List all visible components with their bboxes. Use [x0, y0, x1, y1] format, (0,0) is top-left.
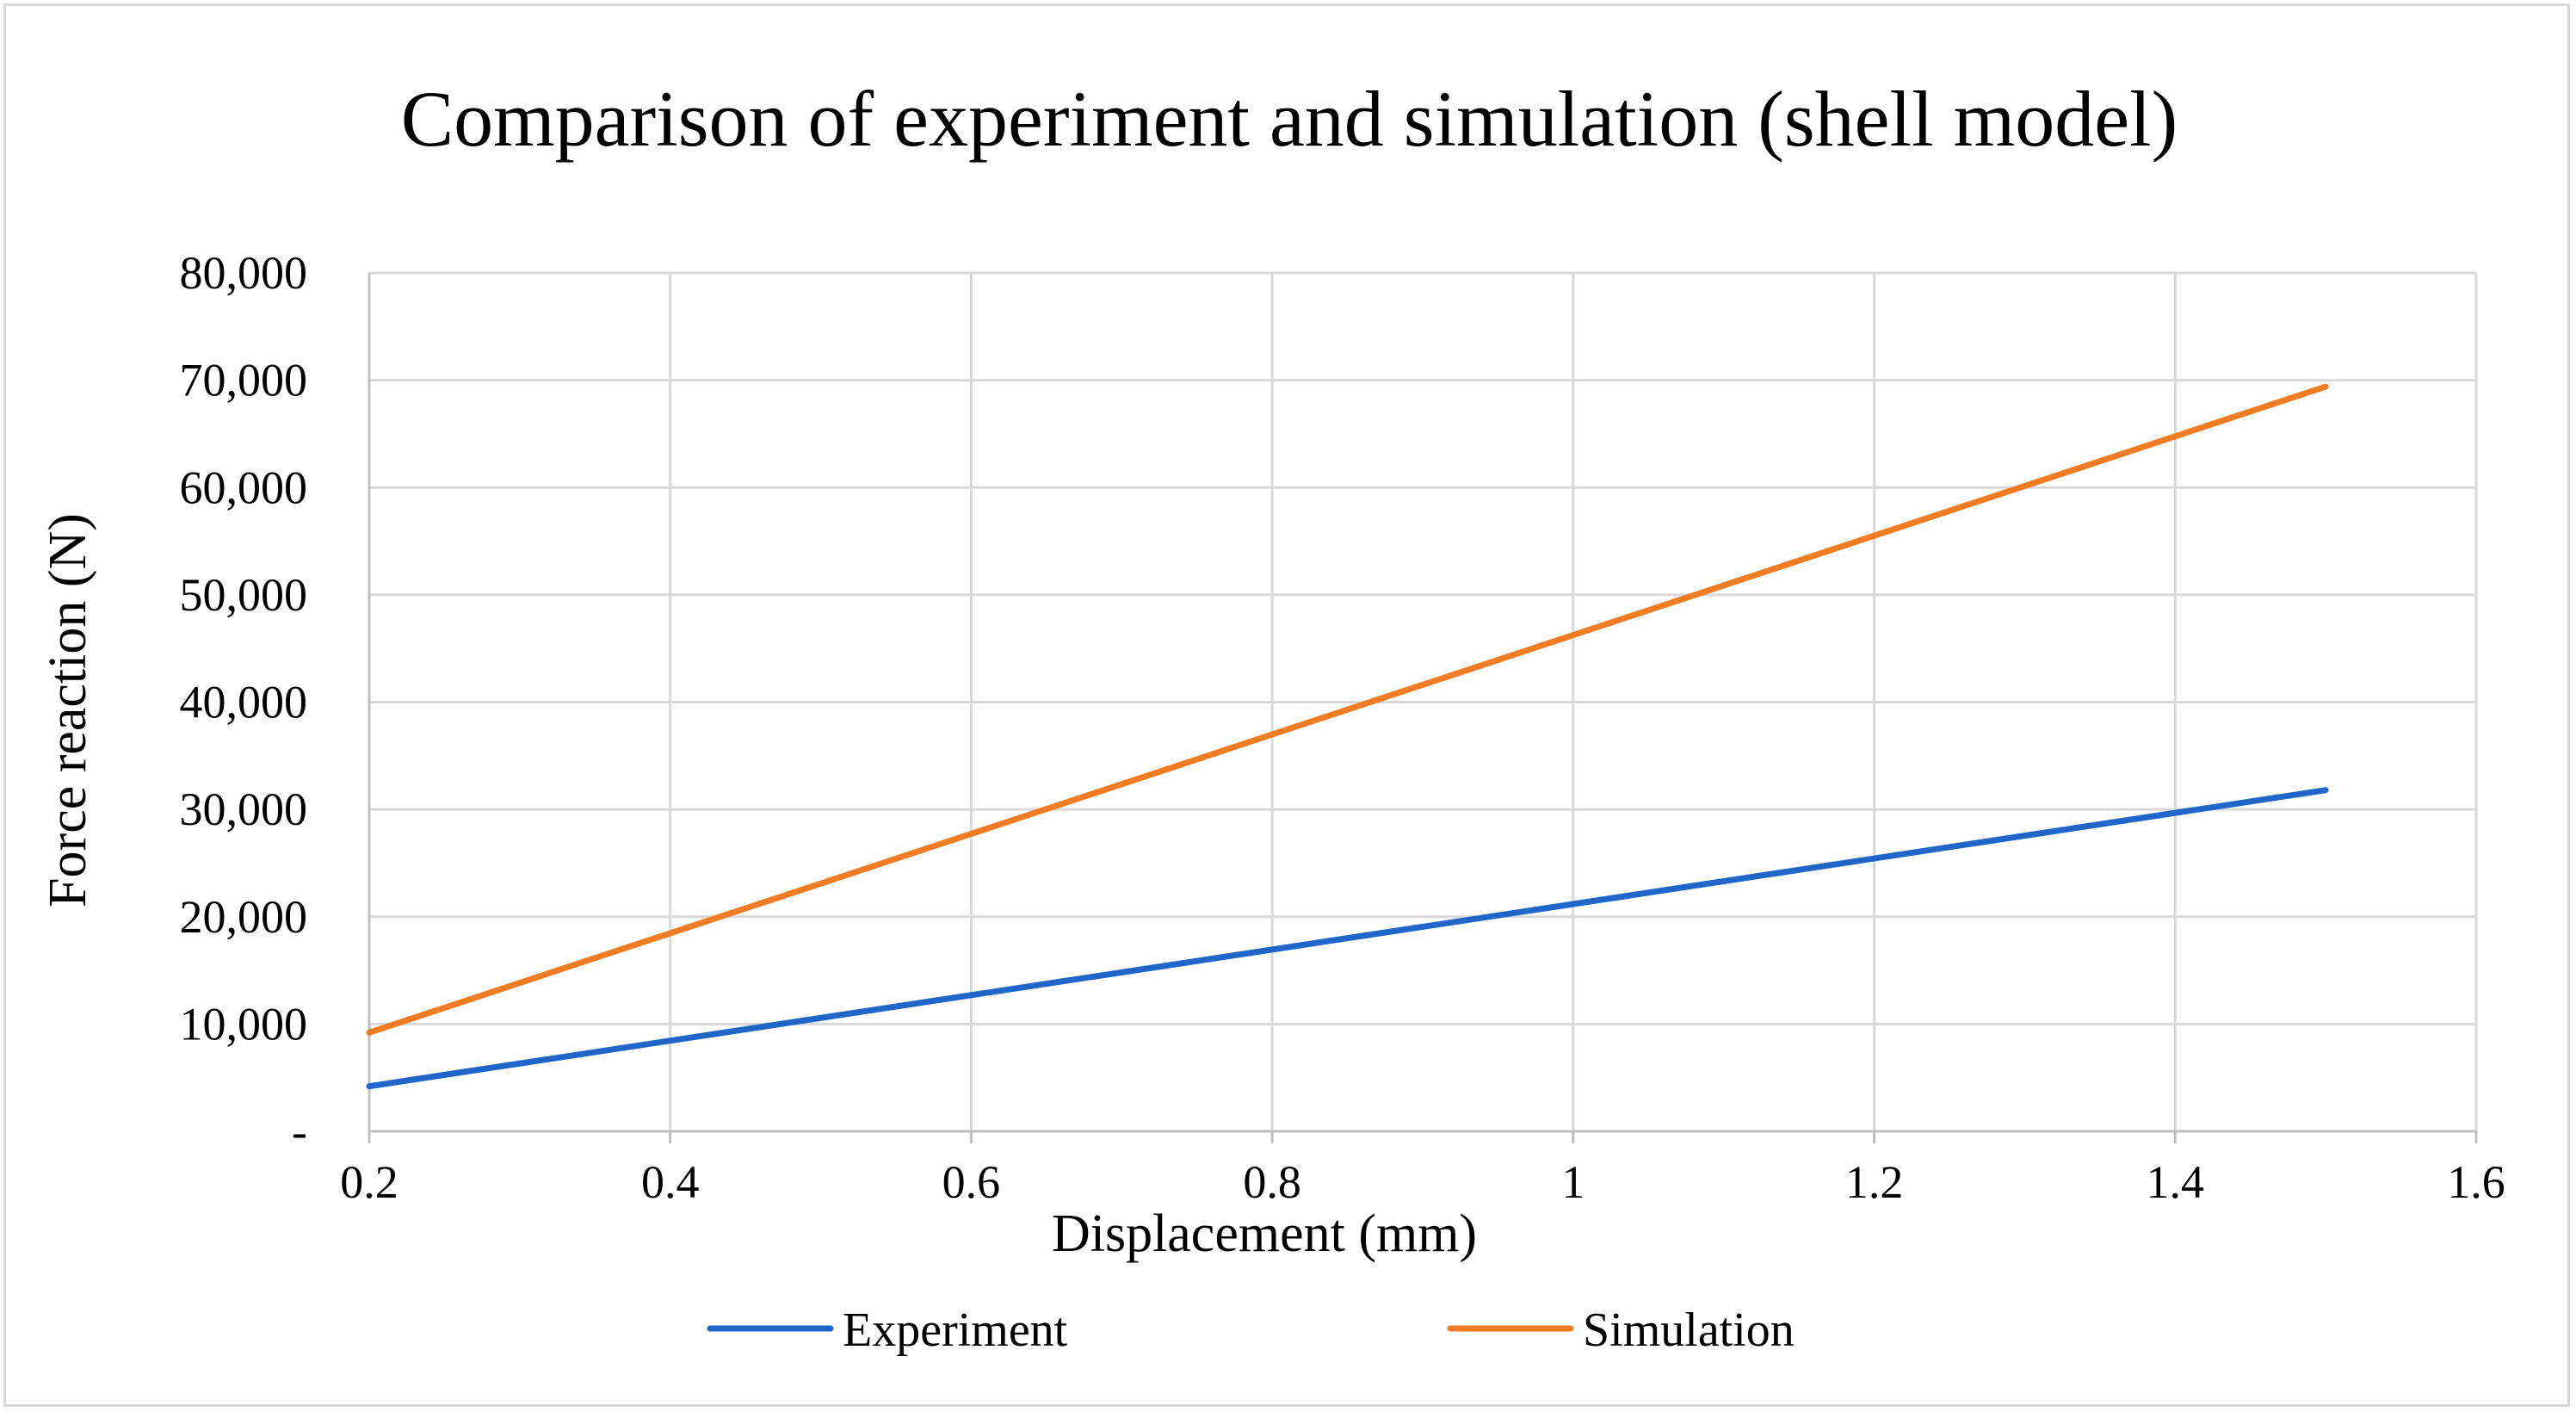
- y-tick-label: 10,000: [180, 998, 308, 1050]
- x-tick-label: 1.6: [2447, 1156, 2505, 1208]
- tick-layer: 0.2 0.4 0.6 0.8 1 1.2 1.4 1.6 - 10,000 20,000 30,00…: [180, 247, 2505, 1208]
- x-tick-label: 1.4: [2147, 1156, 2205, 1208]
- y-tick-label: 50,000: [180, 569, 308, 621]
- y-axis-label: Force reaction (N): [39, 513, 97, 907]
- y-tick-label: 20,000: [180, 891, 308, 943]
- y-tick-label: -: [292, 1105, 307, 1157]
- chart-svg: Comparison of experiment and simulation …: [39, 75, 2505, 1357]
- legend-label-experiment: Experiment: [843, 1304, 1068, 1357]
- x-axis-label: Displacement (mm): [1052, 1205, 1477, 1263]
- x-tick-label: 1: [1561, 1156, 1585, 1208]
- x-tick-label: 0.2: [340, 1156, 398, 1208]
- y-tick-label: 80,000: [180, 247, 308, 299]
- axis-layer: [368, 273, 2476, 1133]
- y-tick-label: 40,000: [180, 677, 308, 728]
- x-tick-label: 0.4: [641, 1156, 700, 1208]
- series-line-simulation: [366, 383, 2329, 1036]
- x-tick-label: 0.8: [1243, 1156, 1301, 1208]
- y-tick-label: 70,000: [180, 355, 308, 406]
- series-layer: [366, 383, 2329, 1090]
- chart-frame: Comparison of experiment and simulation …: [3, 3, 2570, 1407]
- x-tick-label: 1.2: [1845, 1156, 1904, 1208]
- chart-title: Comparison of experiment and simulation …: [401, 75, 2178, 163]
- legend: Experiment Simulation: [707, 1304, 1795, 1357]
- grid-layer: [368, 271, 2478, 1131]
- x-tick-label: 0.6: [942, 1156, 1001, 1208]
- series-line-experiment: [366, 787, 2329, 1090]
- y-tick-label: 30,000: [180, 783, 308, 835]
- legend-label-simulation: Simulation: [1583, 1304, 1795, 1357]
- y-tick-label: 60,000: [180, 461, 308, 513]
